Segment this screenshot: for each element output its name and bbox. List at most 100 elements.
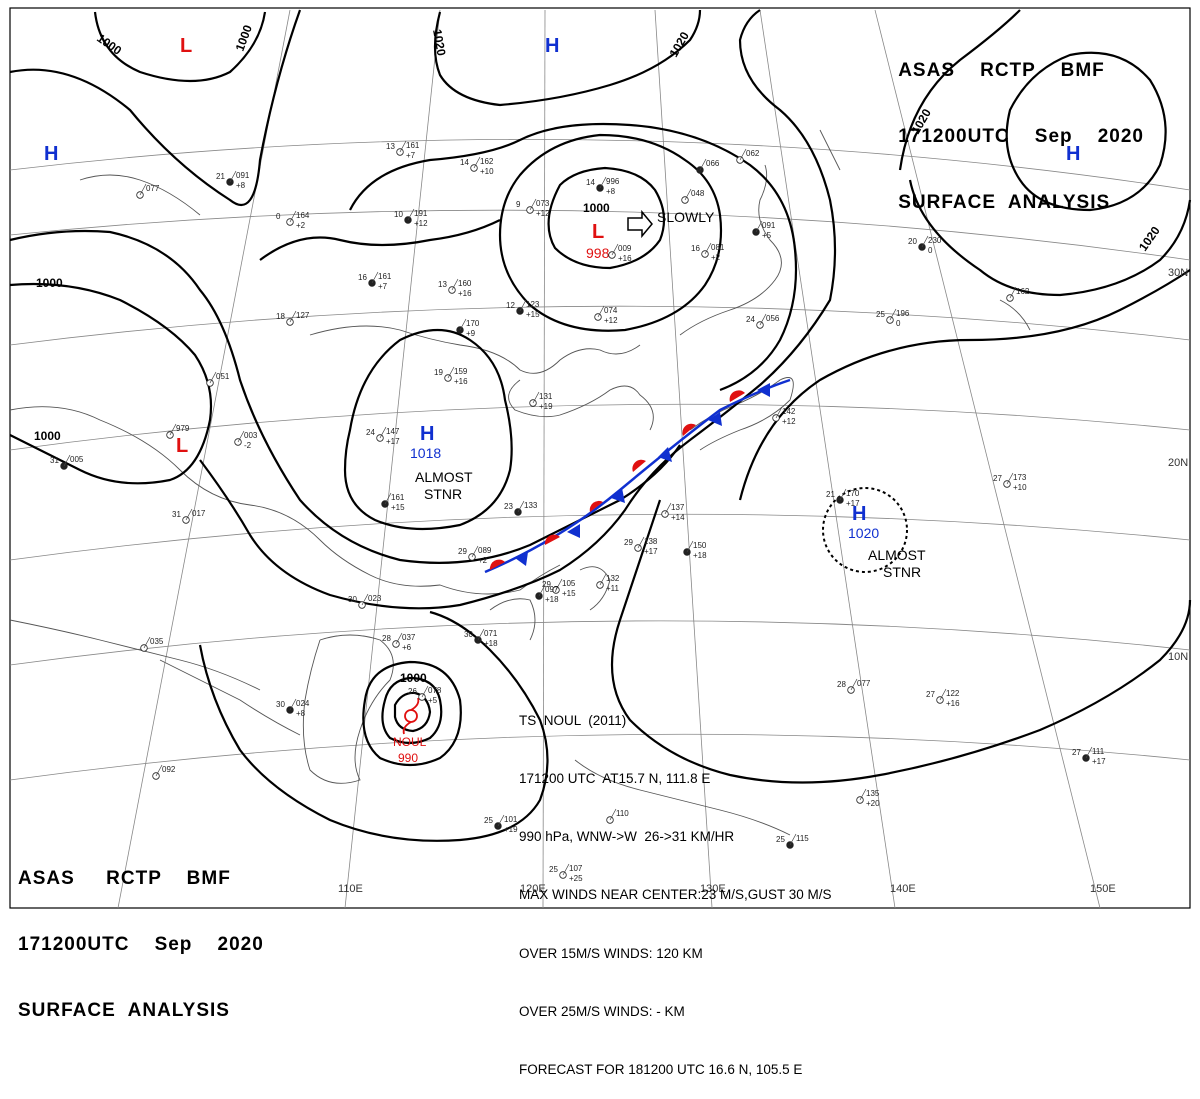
- longitude-label: 130E: [700, 883, 726, 895]
- cold-front-triangle: [708, 412, 722, 426]
- pressure-centers: L L L H H H H H: [44, 35, 1080, 525]
- station-temperature: 27: [926, 690, 935, 699]
- station-plot: 092: [152, 764, 176, 780]
- station-pressure: 230: [928, 236, 942, 245]
- station-plot: 097+18: [535, 584, 559, 604]
- station-tendency: +19: [504, 825, 518, 834]
- station-temperature: 16: [358, 273, 367, 282]
- isobar-label: 1000: [400, 671, 427, 685]
- station-pressure: 037: [402, 633, 416, 642]
- wind-barb-icon: [611, 243, 619, 256]
- warm-front-semicircle: [489, 559, 505, 570]
- station-plot: 150+18: [683, 540, 707, 560]
- station-pressure: 062: [746, 149, 760, 158]
- station-plot: 10 191+12: [394, 208, 428, 228]
- station-temperature: 10: [394, 210, 403, 219]
- station-pressure: 170: [466, 319, 480, 328]
- typhoon-info-line: FORECAST FOR 181200 UTC 16.6 N, 105.5 E: [519, 1062, 803, 1078]
- station-temperature: 13: [386, 142, 395, 151]
- station-tendency: +10: [1013, 483, 1027, 492]
- station-pressure: 173: [1013, 473, 1027, 482]
- warm-front-semicircle: [682, 423, 696, 436]
- low-center-value: 998: [586, 245, 610, 261]
- station-plot: 13 160+16: [438, 278, 472, 298]
- isobar-label: 1000: [34, 429, 61, 443]
- cold-front-triangle: [515, 552, 528, 566]
- latitude-label: 10N: [1168, 651, 1188, 663]
- station-temperature: 28: [382, 634, 391, 643]
- station-tendency: +6: [402, 643, 412, 652]
- station-temperature: 28: [837, 680, 846, 689]
- wind-barb-icon: [289, 210, 297, 223]
- header-line: ASAS RCTP BMF: [18, 868, 231, 889]
- station-pressure: 135: [866, 789, 880, 798]
- stationary-front: [484, 378, 791, 574]
- station-temperature: 29: [624, 538, 633, 547]
- station-plot: 13 161+7: [386, 140, 420, 160]
- station-plot: 27 173+10: [993, 472, 1027, 492]
- station-plot: 162: [1006, 286, 1030, 302]
- typhoon-info-line: TS NOUL (2011): [519, 712, 627, 728]
- wind-barb-icon: [371, 271, 379, 284]
- cold-front-triangle: [567, 524, 580, 538]
- wind-barb-icon: [185, 508, 193, 521]
- latitude-grid: [9, 138, 1191, 781]
- isobar-label: 1000: [36, 276, 63, 290]
- station-pressure: 023: [368, 594, 382, 603]
- wind-barb-icon: [555, 578, 563, 591]
- high-center-letter: H: [44, 143, 58, 165]
- map-header-top: ASAS RCTP BMF 171200UTC Sep 2020 SURFACE…: [898, 16, 1144, 236]
- low-center-letter: L: [180, 35, 192, 57]
- station-tendency: +25: [569, 874, 583, 883]
- station-tendency: +9: [466, 329, 476, 338]
- station-pressure: 077: [146, 184, 160, 193]
- station-pressure: 123: [526, 300, 540, 309]
- wind-barb-icon: [63, 454, 71, 467]
- high-note-1018: ALMOST STNR: [415, 469, 473, 502]
- station-temperature: 13: [438, 280, 447, 289]
- station-pressure: 115: [796, 834, 809, 843]
- station-plot: 28 037+6: [382, 632, 416, 652]
- station-pressure: 107: [569, 864, 583, 873]
- isobar-noul-outer: [362, 660, 462, 767]
- station-temperature: 25: [876, 310, 885, 319]
- station-pressure: 127: [296, 311, 310, 320]
- header-line: 171200UTC Sep 2020: [898, 126, 1144, 147]
- weather-map: L L L H H H H H 998 1018 1020 NOUL 990 S…: [9, 7, 1192, 909]
- station-temperature: 24: [366, 428, 375, 437]
- station-pressure: 122: [946, 689, 960, 698]
- station-pressure: 073: [536, 199, 550, 208]
- wind-barb-icon: [473, 156, 481, 169]
- station-plot: 979: [166, 423, 190, 439]
- warm-front-semicircle: [544, 534, 560, 545]
- station-tendency: +15: [562, 589, 576, 598]
- station-tendency: +12: [414, 219, 428, 228]
- warm-front-semicircle: [729, 390, 745, 402]
- isobar-low-nw-outer: [9, 9, 302, 207]
- station-tendency: 0: [896, 319, 901, 328]
- wind-barb-icon: [759, 313, 767, 326]
- wind-barb-icon: [739, 148, 747, 161]
- station-tendency: +2: [711, 253, 721, 262]
- station-temperature: 14: [460, 158, 469, 167]
- station-plot: 25 107+25: [549, 863, 583, 883]
- wind-barb-icon: [139, 183, 147, 196]
- cold-front-triangle: [611, 488, 625, 503]
- typhoon-info-line: MAX WINDS NEAR CENTER:23 M/S,GUST 30 M/S: [519, 887, 832, 903]
- wind-barb-icon: [859, 788, 867, 801]
- isobar-1020-east-3: [908, 179, 1192, 297]
- station-pressure: 017: [192, 509, 206, 518]
- station-pressure: 101: [504, 815, 518, 824]
- station-tendency: +20: [866, 799, 880, 808]
- station-pressure: 048: [691, 189, 705, 198]
- station-plot: 25 101+19: [484, 814, 518, 834]
- wind-barb-icon: [1006, 472, 1014, 485]
- station-pressure: 003: [244, 431, 258, 440]
- station-pressure: 162: [480, 157, 494, 166]
- station-plot: 003-2: [234, 430, 258, 450]
- header-line: SURFACE ANALYSIS: [898, 192, 1111, 213]
- wind-barb-icon: [229, 170, 237, 183]
- station-plot: 24 056: [746, 313, 780, 329]
